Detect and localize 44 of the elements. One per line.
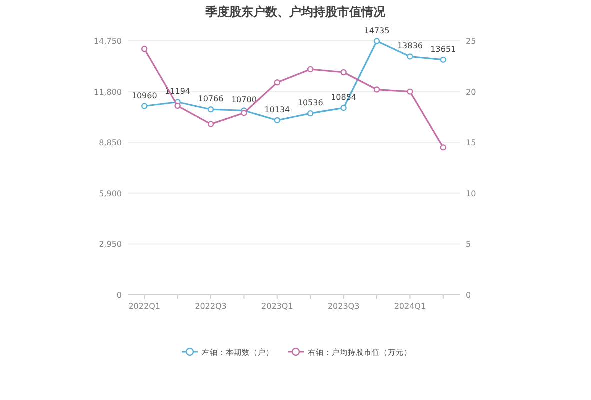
y-tick-label: 2,950: [99, 240, 122, 250]
point: [440, 56, 446, 64]
data-label: 14735: [364, 26, 390, 36]
point: [142, 103, 148, 110]
point: [407, 88, 414, 95]
chart-title: 季度股东户数、户均持股市值情况: [204, 5, 386, 19]
point: [241, 110, 248, 116]
y2-tick-label: 5: [466, 240, 472, 250]
point: [374, 86, 380, 93]
x-tick-label: 2022Q3: [195, 302, 227, 311]
y2-tick-label: 20: [466, 88, 476, 97]
point: [308, 66, 314, 73]
y2-tick-label: 25: [466, 37, 476, 46]
x-tick-label: 2023Q1: [262, 302, 294, 311]
data-label: 10700: [231, 96, 257, 105]
x-tick-label: 2024Q1: [394, 302, 426, 311]
x-tick-label: 2022Q1: [128, 302, 160, 311]
data-label: 10766: [198, 94, 224, 104]
data-label: 10960: [132, 91, 158, 100]
y-tick-label: 5,900: [99, 189, 122, 198]
point: [308, 110, 314, 117]
point: [340, 69, 347, 76]
point: [208, 106, 214, 113]
y2-tick-label: 10: [466, 189, 476, 198]
point: [340, 104, 347, 112]
y2-tick-label: 15: [466, 138, 476, 148]
data-label: 13836: [397, 42, 423, 51]
y-tick-label: 8,850: [99, 138, 122, 148]
point: [174, 102, 181, 110]
point: [374, 38, 380, 44]
x-tick-label: 2023Q3: [328, 302, 360, 311]
point: [274, 117, 280, 124]
y-tick-label: 11,800: [94, 88, 122, 97]
y2-tick-label: 0: [466, 291, 472, 300]
point: [142, 46, 148, 52]
point: [274, 80, 280, 86]
data-label: 10536: [298, 98, 324, 108]
point: [208, 121, 214, 128]
data-label: 10134: [264, 105, 290, 114]
y-tick-label: 0: [116, 291, 122, 300]
point: [440, 144, 446, 151]
data-label: 13651: [430, 44, 456, 54]
y-tick-label: 14,750: [94, 37, 122, 46]
point: [407, 54, 414, 60]
